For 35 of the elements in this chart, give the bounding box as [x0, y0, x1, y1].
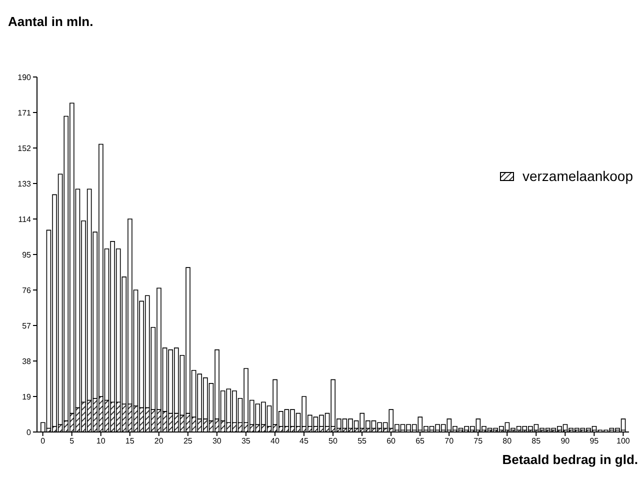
x-tick-label: 40: [270, 436, 280, 446]
x-tick-label: 100: [616, 436, 630, 446]
x-tick-label: 35: [241, 436, 251, 446]
y-axis-title: Aantal in mln.: [8, 14, 94, 29]
y-tick-label: 0: [26, 428, 32, 437]
x-tick-label: 75: [474, 436, 484, 446]
x-tick-label: 50: [328, 436, 338, 446]
legend-label: verzamelaankoop: [522, 168, 633, 184]
x-tick-label: 80: [502, 436, 512, 446]
x-tick-label: 70: [444, 436, 454, 446]
x-tick-label: 10: [96, 436, 106, 446]
y-tick-label: 76: [22, 286, 32, 295]
y-tick-label: 19: [22, 392, 32, 402]
x-tick-label: 85: [532, 436, 542, 446]
x-tick-label: 60: [386, 436, 396, 446]
x-tick-label: 55: [358, 436, 368, 446]
x-tick-label: 0: [40, 436, 46, 446]
x-tick-label: 15: [125, 436, 135, 446]
x-axis-title: Betaald bedrag in gld.: [502, 452, 638, 467]
x-tick-label: 5: [70, 436, 75, 446]
x-tick-label: 45: [300, 436, 309, 446]
y-tick-label: 152: [18, 144, 32, 153]
y-tick-label: 171: [18, 108, 32, 118]
x-tick-label: 95: [590, 436, 600, 446]
x-tick-label: 30: [212, 436, 222, 446]
y-tick-label: 114: [18, 214, 32, 224]
y-tick-label: 95: [22, 250, 32, 260]
x-tick-label: 20: [154, 436, 164, 446]
x-tick-label: 65: [416, 436, 426, 446]
x-tick-label: 90: [560, 436, 570, 446]
y-tick-label: 133: [18, 179, 32, 188]
y-tick-label: 190: [18, 72, 32, 82]
y-tick-label: 38: [22, 356, 32, 366]
x-tick-label: 25: [183, 436, 193, 446]
y-tick-label: 57: [22, 321, 32, 330]
